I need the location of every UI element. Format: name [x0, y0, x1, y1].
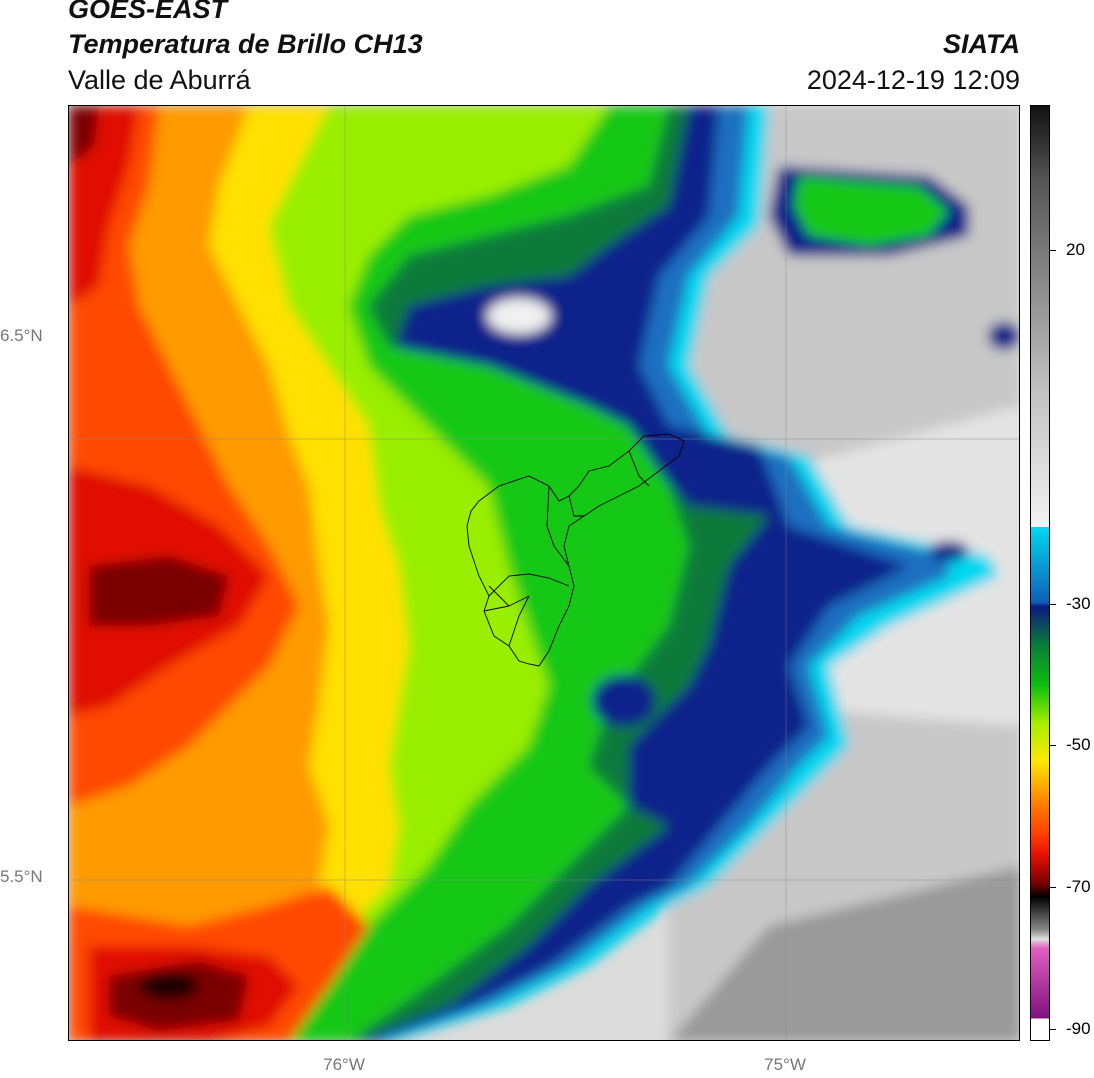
colorbar-label-minus90: -90 [1066, 1019, 1091, 1038]
colorbar-label-20: 20 [1066, 240, 1085, 259]
cell-navy-small [988, 322, 1019, 350]
cell-navy-south [592, 675, 656, 727]
colorbar-tick [1050, 887, 1056, 888]
colorbar-gradient [1031, 106, 1049, 1040]
outline-north [466, 433, 685, 667]
region-red-north [69, 106, 139, 306]
region-darkred-west [89, 556, 229, 626]
region-gray-dark [670, 866, 1019, 1040]
colorbar-tick [1050, 745, 1056, 746]
satellite-title: GOES-EAST [68, 0, 228, 24]
outline-div6 [488, 585, 510, 607]
colorbar-tick [1050, 1029, 1056, 1030]
region-black-south [139, 972, 199, 1000]
outline-div1 [546, 485, 570, 567]
brightness-temperature-map [68, 105, 1020, 1041]
region-label: Valle de Aburrá [68, 65, 251, 95]
outline-div3 [488, 573, 570, 597]
colorbar-label-minus70: -70 [1066, 877, 1091, 896]
outline-div2 [568, 495, 584, 517]
lat-label-5.5: 5.5°N [0, 867, 43, 886]
cell-navy-east [929, 541, 969, 561]
lon-label-76: 76°W [323, 1055, 365, 1074]
lon-label-75: 75°W [764, 1055, 806, 1074]
lat-label-6.5: 6.5°N [0, 326, 43, 345]
colorbar [1030, 105, 1050, 1041]
colorbar-tick [1050, 250, 1056, 251]
colorbar-tick [1050, 604, 1056, 605]
datetime-label: 2024-12-19 12:09 [806, 65, 1020, 95]
map-canvas [69, 106, 1019, 1040]
colorbar-label-minus30: -30 [1066, 594, 1091, 613]
cell-green-northeast [794, 176, 949, 246]
municipality-outlines [466, 433, 685, 667]
outline-div5 [508, 595, 530, 647]
colorbar-label-minus50: -50 [1066, 735, 1091, 754]
agency-label: SIATA [943, 29, 1020, 59]
region-darkred-north [69, 106, 99, 166]
outline-div7 [628, 450, 650, 487]
cell-gray-north [487, 298, 551, 334]
product-title: Temperatura de Brillo CH13 [68, 29, 423, 59]
